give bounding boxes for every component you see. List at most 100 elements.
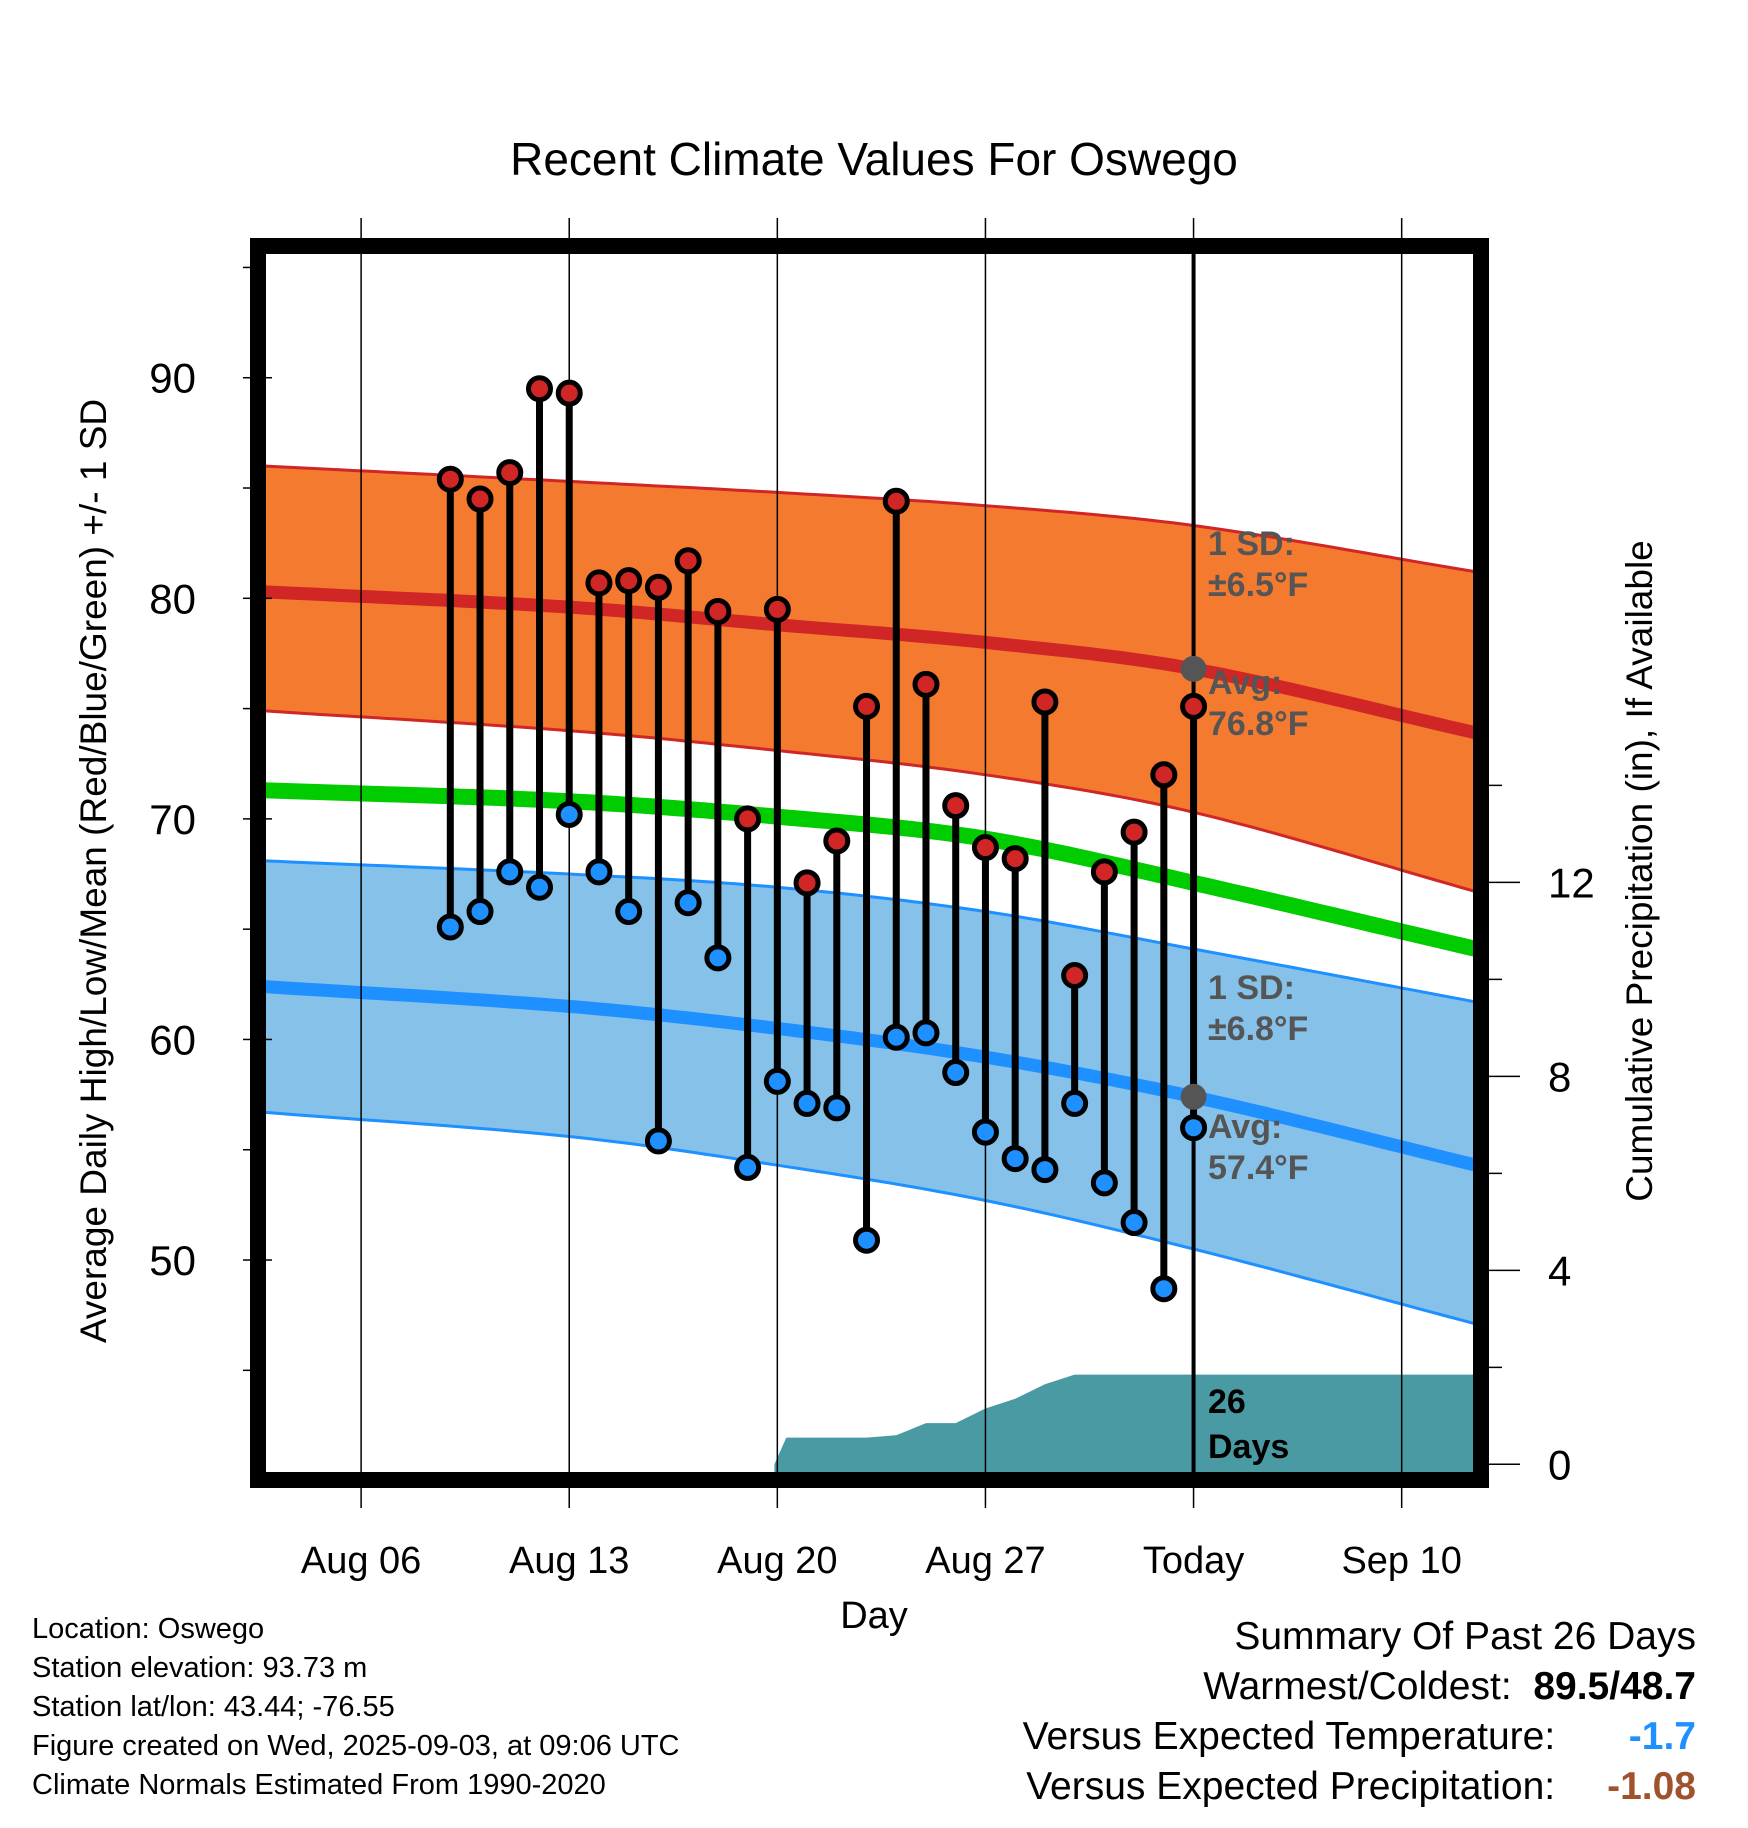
daily-low-point (793, 1089, 821, 1117)
coldest-value: 48.7 (1620, 1665, 1696, 1708)
daily-high-point (436, 465, 464, 493)
daily-high-point (1150, 761, 1178, 789)
daily-low-point (971, 1118, 999, 1146)
mean-normal-line (263, 782, 1476, 957)
daily-low-point (496, 858, 524, 886)
high-avg-value: 76.8°F (1208, 705, 1309, 743)
x-tick-label: Aug 13 (509, 1540, 629, 1582)
daily-high-point (644, 573, 672, 601)
low-sd-value: ±6.8°F (1208, 1010, 1308, 1048)
daily-low-point (466, 898, 494, 926)
y-tick-label: 60 (149, 1016, 196, 1063)
daily-high-point (882, 487, 910, 515)
daily-low-point (942, 1059, 970, 1087)
daily-high-point (496, 459, 524, 487)
daily-low-point (644, 1127, 672, 1155)
daily-high-point (853, 692, 881, 720)
daily-low-point (615, 898, 643, 926)
low-avg-value: 57.4°F (1208, 1149, 1309, 1187)
low-lower-line (263, 1110, 1476, 1326)
high-sd-label: 1 SD: (1208, 525, 1295, 563)
warm-cold-row: Warmest/Coldest: 89.5/48.7 (1023, 1662, 1696, 1712)
station-latlon: Station lat/lon: 43.44; -76.55 (32, 1691, 395, 1723)
daily-low-point (853, 1226, 881, 1254)
precip-anomaly-row: Versus Expected Precipitation: -1.08 (1023, 1762, 1696, 1812)
x-tick-label: Aug 20 (717, 1540, 837, 1582)
daily-low-point (1120, 1209, 1148, 1237)
daily-high-point (971, 834, 999, 862)
y-tick-label: 50 (149, 1237, 196, 1284)
station-location: Location: Oswego (32, 1613, 265, 1645)
daily-high-point (704, 598, 732, 626)
summary-panel: Summary Of Past 26 Days Warmest/Coldest:… (1023, 1612, 1696, 1812)
daily-low-point (1031, 1156, 1059, 1184)
high-avg-label: Avg: (1208, 664, 1282, 702)
x-tick-label: Sep 10 (1341, 1540, 1461, 1582)
daily-low-point (555, 800, 583, 828)
y2-axis-label: Cumulative Precipitation (in), If Availa… (1619, 540, 1660, 1202)
daily-low-point (704, 944, 732, 972)
precip-anomaly-label: Versus Expected Precipitation: (1026, 1765, 1556, 1808)
precip-anomaly-value: -1.08 (1607, 1765, 1696, 1808)
days-count: 26 (1208, 1383, 1246, 1421)
y-axis-label: Average Daily High/Low/Mean (Red/Blue/Gr… (73, 399, 114, 1343)
y-tick-label: 70 (149, 796, 196, 843)
low-normal-line (263, 980, 1476, 1172)
daily-high-point (615, 567, 643, 595)
temp-anomaly-row: Versus Expected Temperature: -1.7 (1023, 1712, 1696, 1762)
daily-low-point (734, 1153, 762, 1181)
high-lower-line (263, 709, 1476, 894)
daily-high-point (734, 805, 762, 833)
y2-tick-label: 8 (1548, 1053, 1571, 1100)
daily-low-point (1180, 1114, 1208, 1142)
daily-low-point (882, 1023, 910, 1051)
daily-high-point (912, 670, 940, 698)
temp-anomaly-label: Versus Expected Temperature: (1022, 1715, 1556, 1758)
daily-low-point (912, 1019, 940, 1047)
y2-tick-label: 12 (1548, 859, 1595, 906)
figure-created: Figure created on Wed, 2025-09-03, at 09… (32, 1730, 680, 1762)
daily-high-point (942, 792, 970, 820)
daily-high-point (555, 379, 583, 407)
temp-anomaly-value: -1.7 (1628, 1715, 1696, 1758)
chart-title: Recent Climate Values For Oswego (510, 133, 1238, 185)
x-tick-label: Aug 27 (925, 1540, 1045, 1582)
daily-high-point (1120, 818, 1148, 846)
y2-tick-label: 0 (1548, 1441, 1571, 1488)
precip-area (774, 1374, 1476, 1474)
days-label: Days (1208, 1428, 1289, 1466)
x-tick-label: Aug 06 (301, 1540, 421, 1582)
warm-cold-label: Warmest/Coldest: (1203, 1665, 1512, 1708)
daily-high-point (525, 375, 553, 403)
daily-high-point (585, 569, 613, 597)
plot-frame (250, 238, 1489, 1488)
warmest-value: 89.5 (1533, 1665, 1610, 1708)
daily-high-point (793, 869, 821, 897)
daily-low-point (1150, 1275, 1178, 1303)
daily-high-point (1061, 961, 1089, 989)
daily-high-point (1090, 858, 1118, 886)
daily-high-point (1031, 688, 1059, 716)
daily-high-point (1180, 692, 1208, 720)
today-low-normal-point (1180, 1083, 1207, 1110)
y2-tick-label: 4 (1548, 1247, 1571, 1294)
daily-low-point (525, 873, 553, 901)
x-tick-label: Today (1143, 1540, 1244, 1582)
daily-low-point (1001, 1145, 1029, 1173)
daily-low-point (1090, 1169, 1118, 1197)
daily-low-point (763, 1067, 791, 1095)
daily-high-point (466, 485, 494, 513)
y-tick-label: 80 (149, 575, 196, 622)
daily-high-point (823, 827, 851, 855)
daily-low-point (1061, 1089, 1089, 1117)
daily-low-point (674, 889, 702, 917)
daily-high-point (1001, 845, 1029, 873)
today-high-normal-point (1180, 655, 1207, 682)
low-sd-label: 1 SD: (1208, 969, 1295, 1007)
daily-high-point (674, 547, 702, 575)
high-sd-value: ±6.5°F (1208, 566, 1308, 604)
climate-normals-note: Climate Normals Estimated From 1990-2020 (32, 1769, 606, 1801)
daily-low-point (436, 913, 464, 941)
low-avg-label: Avg: (1208, 1108, 1282, 1146)
